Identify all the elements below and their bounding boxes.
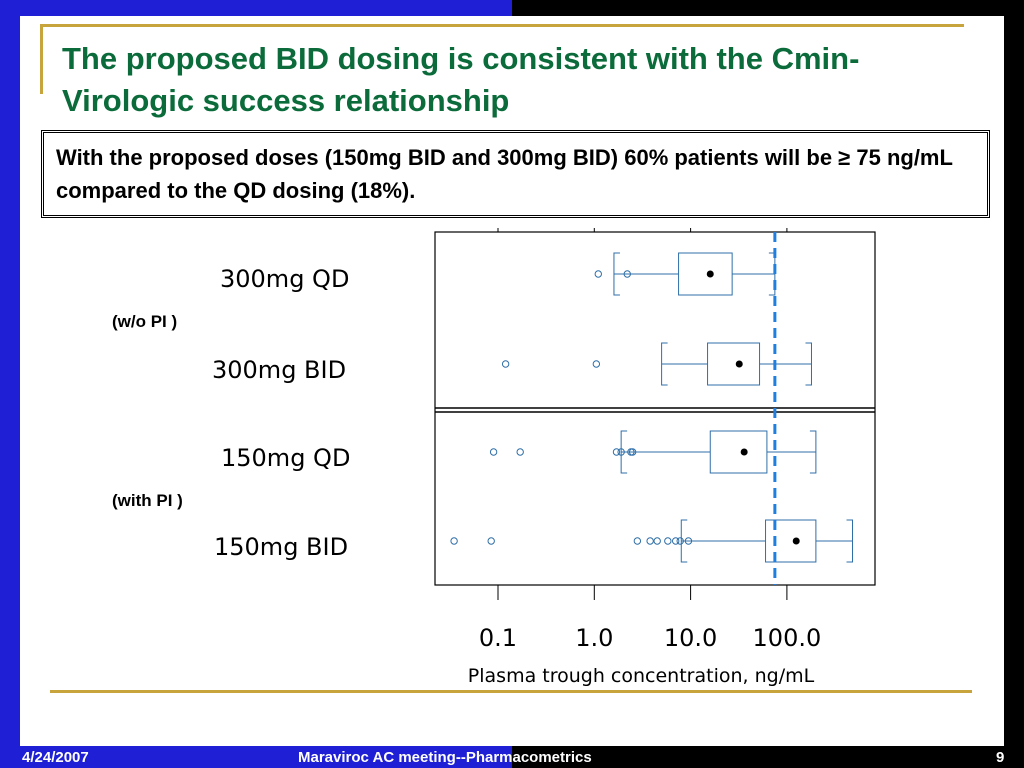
- top-black-bar: [512, 0, 1024, 16]
- top-blue-bar: [0, 0, 512, 16]
- footer-accent-line: [50, 690, 972, 693]
- footer-blue-segment: [0, 746, 512, 768]
- callout-box: With the proposed doses (150mg BID and 3…: [41, 130, 990, 218]
- callout-text: With the proposed doses (150mg BID and 3…: [56, 145, 953, 203]
- footer-meeting-prefix: Maraviroc AC meeting--: [298, 749, 466, 766]
- footer-meeting-suffix: Pharmacometrics: [465, 749, 592, 766]
- footer-date: 4/24/2007: [22, 749, 89, 766]
- left-blue-bar: [0, 16, 20, 746]
- footer-bar: 4/24/2007 Maraviroc AC meeting--Pharmaco…: [0, 746, 1024, 768]
- title-accent-horizontal: [40, 24, 964, 27]
- group-label-without-pi: (w/o PI ): [112, 312, 178, 331]
- category-label: 150mg QD: [221, 444, 351, 472]
- footer-page-number: 9: [996, 749, 1005, 766]
- footer-meeting: Maraviroc AC meeting--Pharmacometrics: [298, 749, 592, 766]
- category-label: 300mg BID: [212, 356, 347, 384]
- slide-canvas: [20, 16, 1004, 746]
- category-label: 300mg QD: [220, 265, 350, 293]
- slide-title: The proposed BID dosing is consistent wi…: [62, 41, 860, 118]
- right-black-bar: [1004, 16, 1024, 746]
- category-label: 150mg BID: [214, 533, 349, 561]
- title-accent-vertical: [40, 24, 43, 94]
- group-label-with-pi: (with PI ): [112, 491, 183, 510]
